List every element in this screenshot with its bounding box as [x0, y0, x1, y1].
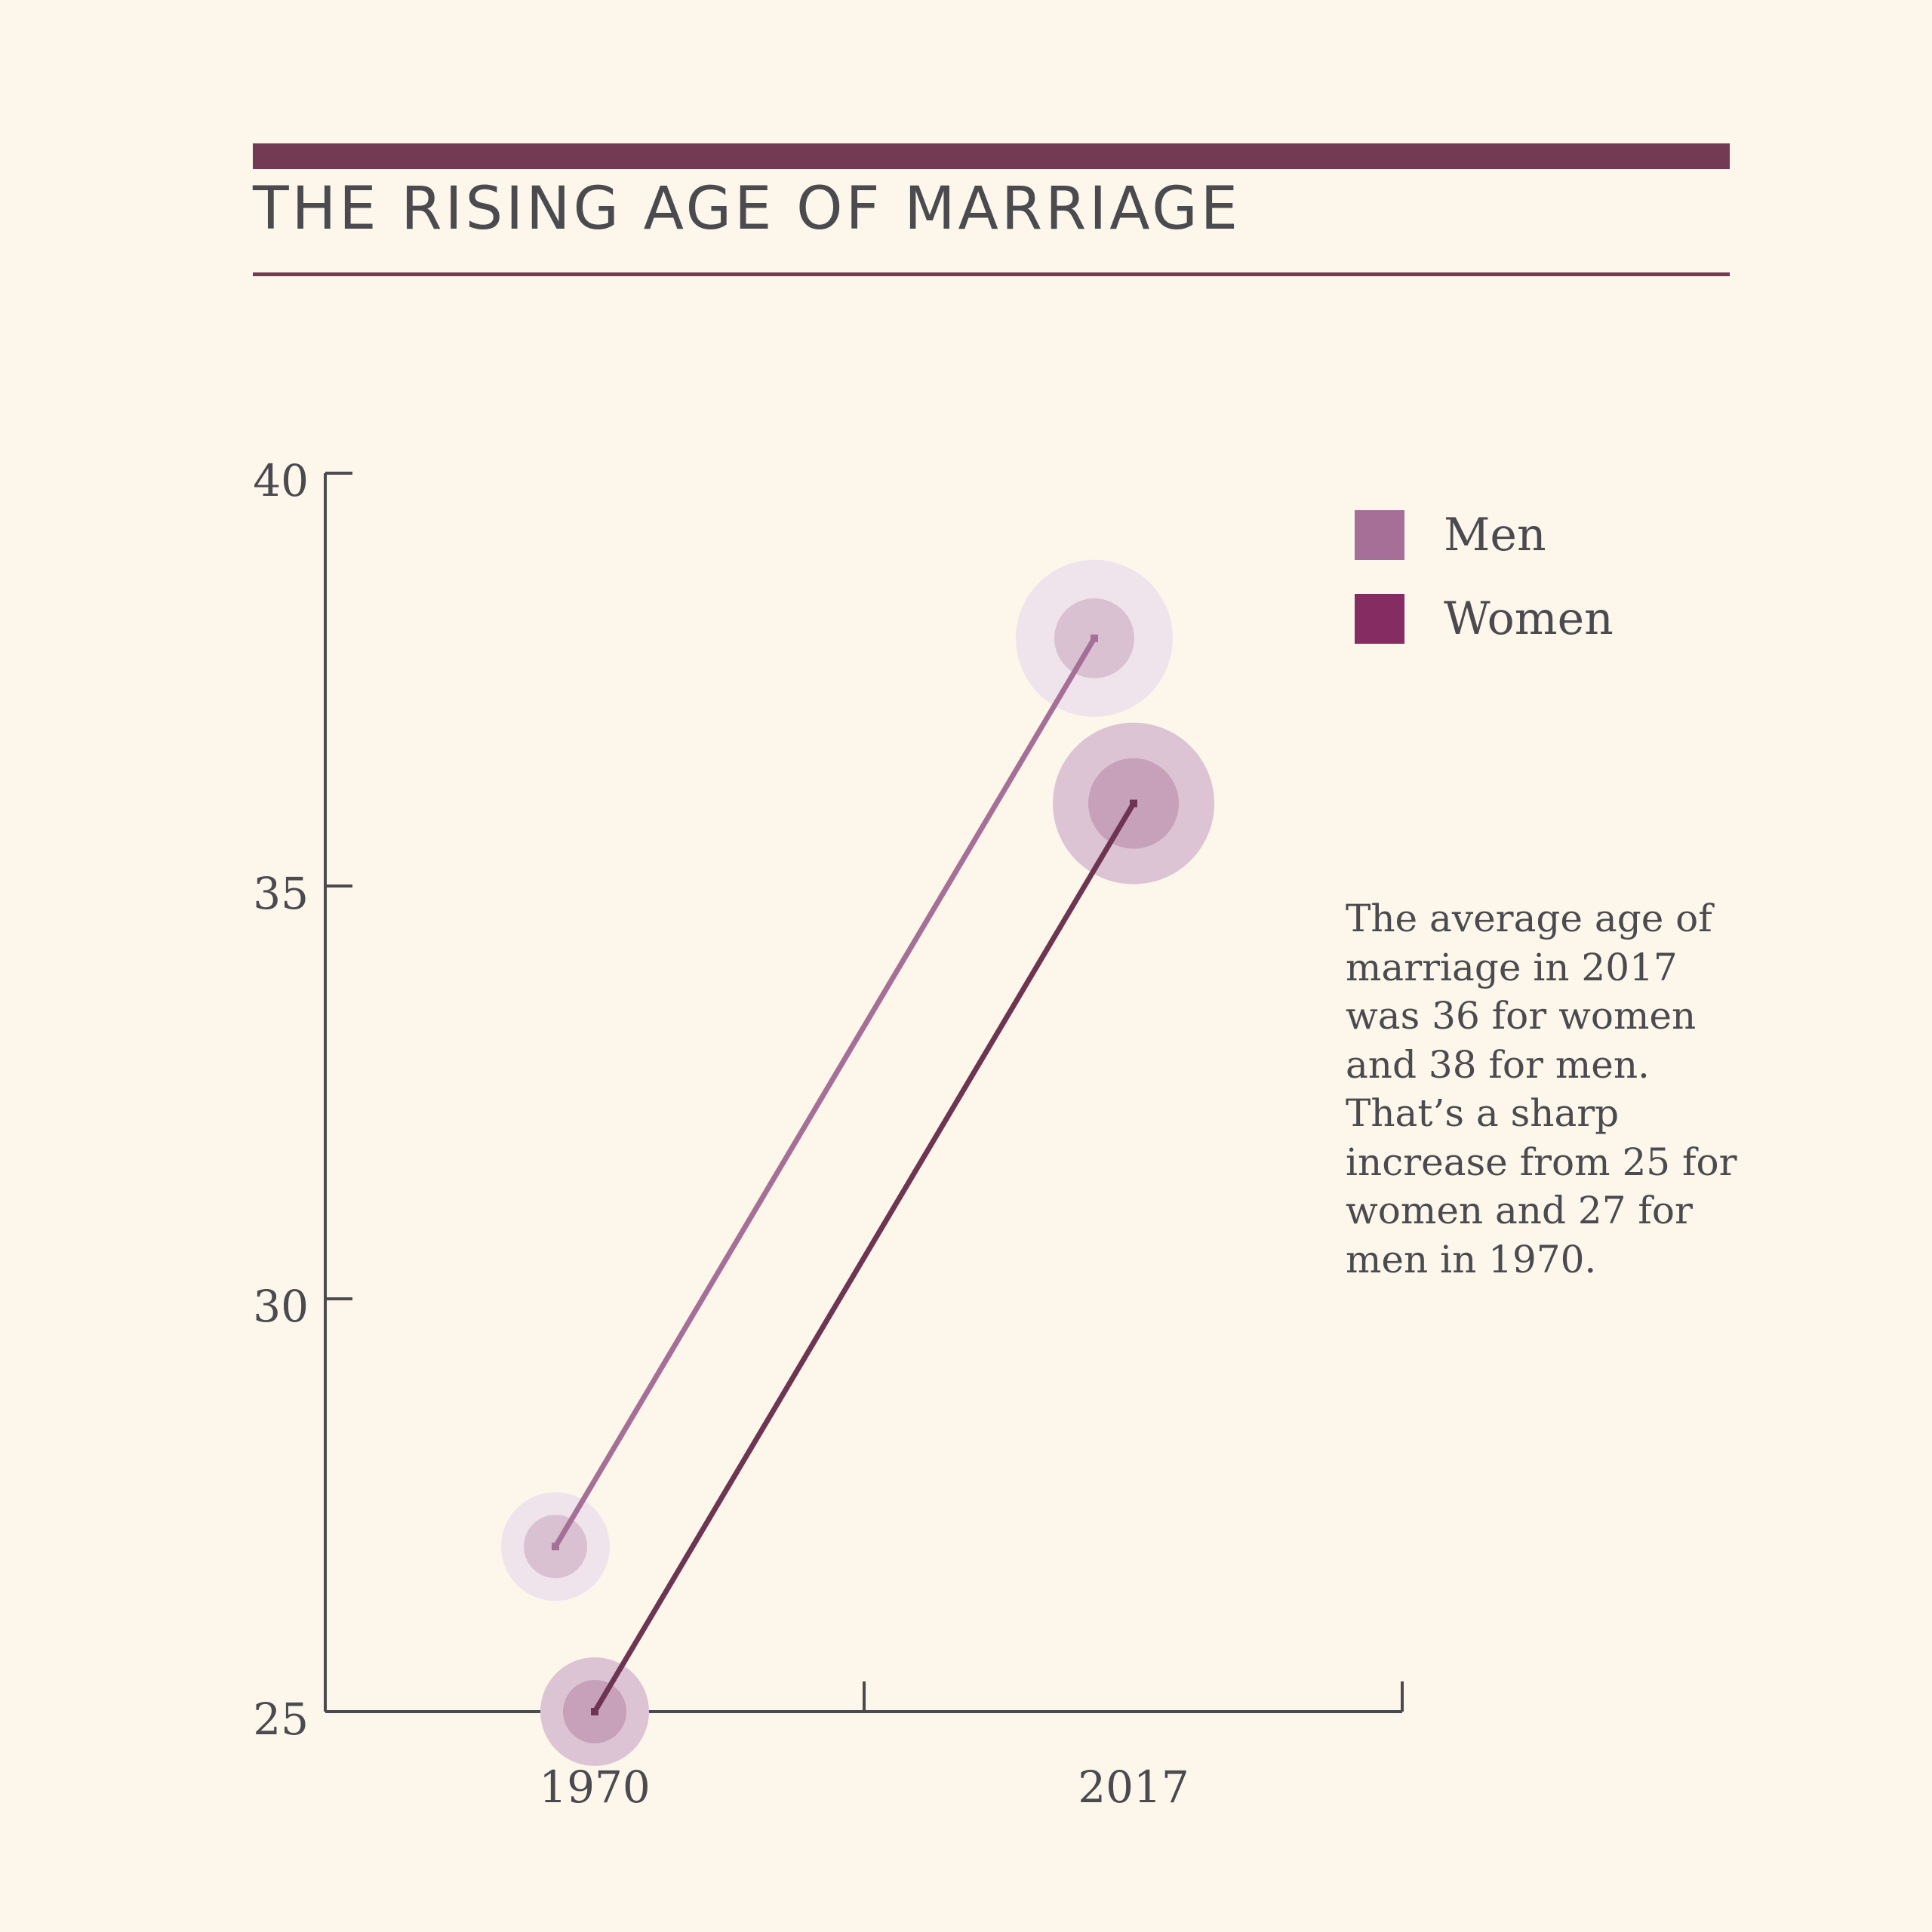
annotation-text: The average age of marriage in 2017 was … [1346, 897, 1737, 1281]
men-point-2017 [1091, 634, 1098, 642]
women-point-2017 [1130, 799, 1137, 808]
point-halos [501, 559, 1214, 1766]
y-tick-label-35: 35 [253, 868, 309, 919]
y-tick-label-25: 25 [253, 1694, 309, 1745]
y-tick-label-40: 40 [253, 455, 309, 506]
series-lines [552, 634, 1137, 1715]
legend-item-men: Men [1355, 509, 1614, 561]
legend-item-women: Women [1355, 592, 1614, 645]
legend-label-men: Men [1444, 509, 1546, 561]
axes [324, 472, 1404, 1713]
tick-labels: 25 30 35 40 1970 2017 [253, 455, 1189, 1813]
header-accent-bar [253, 143, 1730, 169]
y-tick-label-30: 30 [253, 1281, 309, 1332]
legend-swatch-men [1355, 510, 1404, 560]
title-underline [253, 272, 1730, 276]
chart-title: THE RISING AGE OF MARRIAGE [253, 175, 1241, 243]
men-series-line [552, 637, 1097, 1548]
women-point-1970 [591, 1708, 598, 1715]
x-tick-label-2017: 2017 [1078, 1761, 1189, 1813]
women-series-line [592, 801, 1137, 1713]
legend: Men Women [1355, 509, 1614, 677]
legend-swatch-women [1355, 594, 1404, 644]
men-point-1970 [552, 1543, 559, 1551]
legend-label-women: Women [1444, 592, 1614, 645]
x-tick-label-1970: 1970 [539, 1761, 651, 1813]
